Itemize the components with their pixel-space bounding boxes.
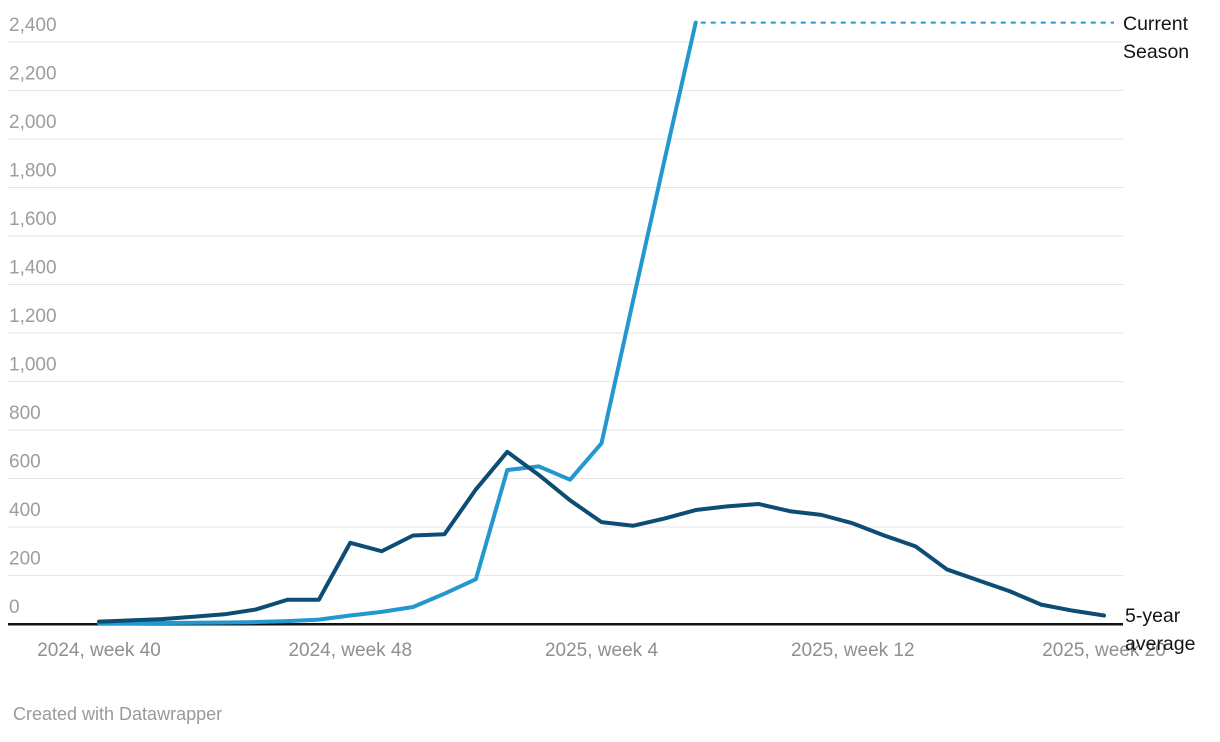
series-line-5-year-average: [97, 449, 1106, 624]
y-tick-label: 1,800: [9, 161, 57, 182]
x-tick-label: 2024, week 40: [37, 640, 161, 661]
y-tick-label: 2,400: [9, 15, 57, 36]
y-tick-label: 1,200: [9, 306, 57, 327]
series-label-current-season: Current Season: [1123, 13, 1190, 63]
y-tick-label: 400: [9, 500, 41, 521]
x-tick-label: 2025, week 20: [1042, 640, 1166, 661]
y-tick-label: 600: [9, 452, 41, 473]
y-tick-label: 1,000: [9, 355, 57, 376]
y-tick-label: 200: [9, 549, 41, 570]
series-label-5-year-average: 5-year average: [1125, 605, 1196, 655]
x-tick-label: 2025, week 12: [791, 640, 915, 661]
x-tick-label: 2025, week 4: [545, 640, 658, 661]
y-tick-label: 2,200: [9, 64, 57, 85]
y-tick-label: 1,600: [9, 209, 57, 230]
y-tick-label: 800: [9, 403, 41, 424]
y-tick-label: 1,400: [9, 258, 57, 279]
datawrapper-credit-link[interactable]: Created with Datawrapper: [13, 704, 223, 724]
y-tick-label: 0: [9, 597, 20, 618]
series-line-current-season: [97, 20, 698, 626]
x-tick-label: 2024, week 48: [288, 640, 412, 661]
y-tick-label: 2,000: [9, 112, 57, 133]
